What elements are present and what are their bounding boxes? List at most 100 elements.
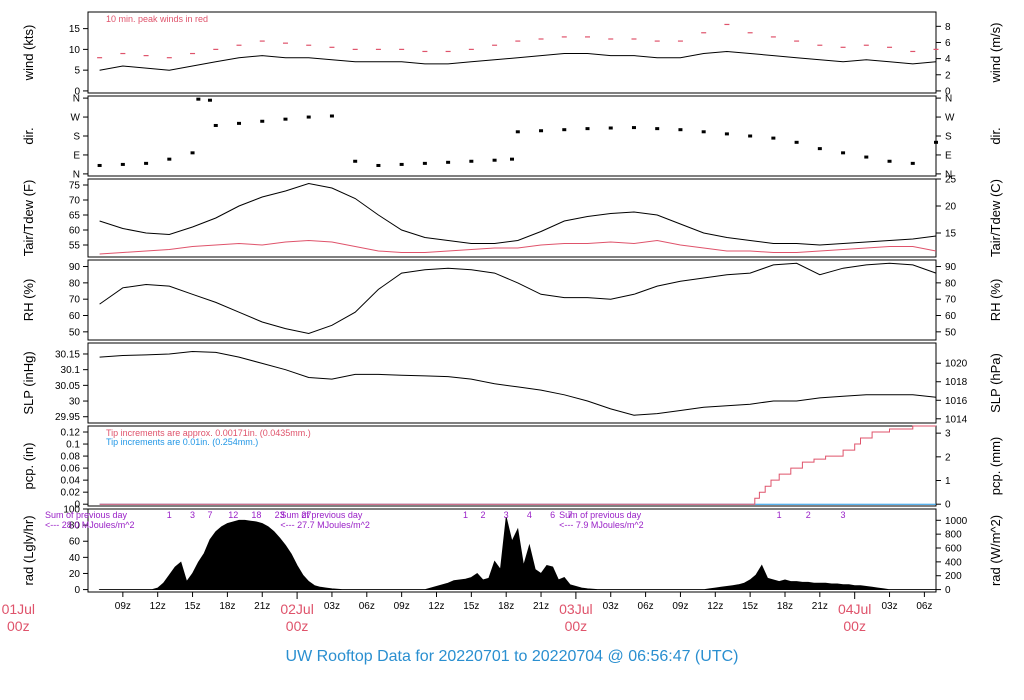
x-day-sub-label: 00z — [7, 618, 30, 634]
series-tdew — [99, 239, 937, 255]
data-point — [515, 130, 520, 134]
y-axis-label: SLP (inHg) — [21, 351, 36, 414]
y-axis-label: pcp. (in) — [21, 443, 36, 490]
panel-rh: 50 60 70 80 90 50 60 70 80 90 RH (%) RH (%) — [21, 259, 1003, 341]
hour-marker: 1 — [167, 510, 172, 520]
x-day-sub-label: 00z — [286, 618, 309, 634]
y-axis-right-label: SLP (hPa) — [988, 353, 1003, 413]
data-point — [562, 128, 567, 132]
y-tick-label: 0.04 — [61, 476, 81, 487]
y-axis-right-label: pcp. (mm) — [988, 437, 1003, 496]
y-axis-label: Tair/Tdew (F) — [21, 180, 36, 257]
x-tick-label: 12z — [707, 601, 723, 612]
y-tick-label: 30.05 — [55, 381, 80, 392]
x-tick-label: 06z — [359, 601, 375, 612]
y-tick-label: 5 — [74, 66, 80, 77]
x-tick-label: 09z — [394, 601, 410, 612]
data-point — [934, 140, 938, 144]
panel-temp: 55 60 65 70 75 15 20 25 Tair/Tdew (F) Tair/Tdew (… — [21, 175, 1003, 258]
y-tick-right-label: 400 — [945, 557, 962, 568]
data-point — [771, 136, 776, 140]
data-point — [910, 161, 915, 165]
panel-annotation: Tip increments are 0.01in. (0.254mm.) — [106, 437, 258, 447]
x-tick-label: 15z — [742, 601, 758, 612]
panel-frame — [87, 11, 937, 94]
x-tick-label: 21z — [812, 601, 828, 612]
x-day-label: 02Jul — [280, 601, 313, 617]
x-tick-label: 21z — [533, 601, 549, 612]
data-point — [492, 158, 497, 162]
y-tick-right-label: 60 — [945, 311, 957, 322]
hour-marker: 6 — [550, 510, 555, 520]
data-point — [608, 126, 613, 130]
data-point — [306, 115, 311, 119]
y-tick-label: 0 — [74, 86, 80, 97]
x-tick-label: 03z — [881, 601, 897, 612]
hour-marker: 1 — [463, 510, 468, 520]
panel-slp: 29.95 30 30.05 30.1 30.15 1014 1016 1018 1020 SLP… — [21, 342, 1003, 425]
y-tick-right-label: N — [945, 169, 952, 180]
hour-marker: 7 — [568, 510, 573, 520]
x-tick-label: 12z — [150, 601, 166, 612]
series-slp — [99, 350, 937, 416]
y-axis-label: rad (Lgly/hr) — [21, 515, 36, 585]
y-tick-label: 0.1 — [66, 440, 80, 451]
y-tick-right-label: 0 — [945, 585, 951, 596]
panel-frame — [87, 508, 937, 593]
y-axis-right-label: rad (W/m^2) — [988, 515, 1003, 586]
y-tick-right-label: 15 — [945, 229, 957, 240]
data-point — [196, 97, 201, 101]
hour-marker: 4 — [527, 510, 532, 520]
data-point — [655, 127, 660, 131]
x-day-label: 04Jul — [838, 601, 871, 617]
x-tick-label: 21z — [254, 601, 270, 612]
day-sum-label: Sum of previous day — [45, 510, 128, 520]
y-tick-label: 60 — [69, 537, 81, 548]
x-tick-label: 06z — [638, 601, 654, 612]
y-tick-right-label: 1020 — [945, 359, 968, 370]
y-tick-right-label: S — [945, 132, 952, 143]
x-day-sub-label: 00z — [843, 618, 866, 634]
y-tick-label: 0.06 — [61, 464, 81, 475]
data-point — [422, 161, 427, 165]
y-tick-right-label: 1014 — [945, 414, 968, 425]
y-axis-right-label: RH (%) — [988, 279, 1003, 322]
y-tick-label: N — [73, 169, 80, 180]
y-tick-label: E — [73, 150, 80, 161]
y-tick-right-label: 0 — [945, 500, 951, 511]
y-tick-label: 60 — [69, 226, 81, 237]
data-point — [446, 160, 451, 164]
x-tick-label: 15z — [463, 601, 479, 612]
data-point — [678, 128, 683, 132]
data-point — [260, 119, 265, 123]
data-point — [167, 157, 172, 161]
data-point — [748, 134, 753, 138]
y-tick-label: 30.1 — [61, 365, 81, 376]
y-tick-label: 65 — [69, 211, 81, 222]
y-tick-label: 0.08 — [61, 452, 81, 463]
y-tick-right-label: 1018 — [945, 377, 968, 388]
x-tick-label: 15z — [184, 601, 200, 612]
x-axis: 09z 12z 15z 18z 21z 03z 06z 09z 12z 15z 18z 21z 03z 0… — [2, 592, 932, 634]
series-tair — [99, 182, 937, 246]
data-point — [329, 114, 334, 118]
hour-marker: 2 — [480, 510, 485, 520]
data-point — [283, 117, 288, 121]
y-tick-right-label: 3 — [945, 429, 951, 440]
day-sum-value: <--- 27.7 MJoules/m^2 — [280, 520, 370, 530]
data-point — [510, 157, 514, 161]
y-tick-label: 30.15 — [55, 349, 80, 360]
data-point — [841, 151, 846, 155]
data-point — [376, 163, 381, 167]
data-point — [237, 121, 242, 125]
panel-frame — [87, 425, 937, 507]
y-tick-label: W — [71, 113, 81, 124]
y-tick-right-label: 6 — [945, 38, 951, 49]
y-tick-label: 70 — [69, 196, 81, 207]
y-tick-right-label: E — [945, 150, 952, 161]
hour-marker: 3 — [190, 510, 195, 520]
